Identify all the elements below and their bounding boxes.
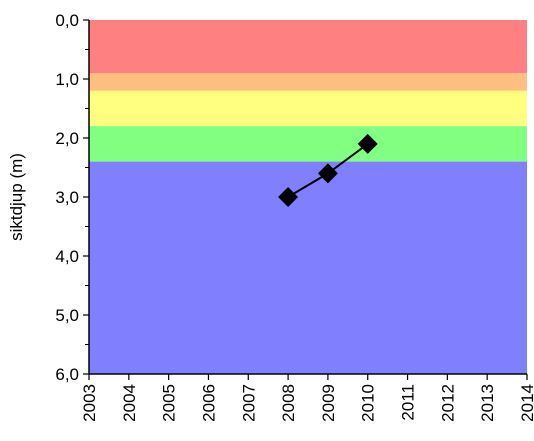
y-tick-label-0: 0,0: [55, 11, 79, 30]
quality-bands: [89, 20, 527, 374]
band-4: [89, 161, 527, 374]
y-tick-label-2: 2,0: [55, 129, 79, 148]
y-axis-title: siktdjup (m): [7, 153, 26, 241]
data-point-2008: [278, 187, 299, 207]
x-ticks: 2003 2004 2005 2006 2007 2008 2009 2010 2011 2012…: [80, 374, 534, 422]
x-tick-label-6: 2009: [319, 384, 338, 422]
band-0: [89, 20, 527, 74]
y-tick-label-6: 6,0: [55, 365, 79, 384]
x-tick-label-1: 2004: [120, 384, 139, 422]
band-2: [89, 90, 527, 127]
x-tick-label-8: 2011: [399, 384, 418, 421]
x-tick-label-4: 2007: [239, 384, 258, 422]
x-tick-label-9: 2012: [438, 384, 457, 422]
x-tick-label-7: 2010: [359, 384, 378, 422]
x-tick-label-5: 2008: [279, 384, 298, 422]
y-tick-label-4: 4,0: [55, 247, 79, 266]
x-tick-label-2: 2005: [160, 384, 179, 422]
band-1: [89, 73, 527, 91]
x-tick-label-11: 2014: [518, 384, 534, 422]
x-tick-label-0: 2003: [80, 384, 99, 422]
y-tick-label-5: 5,0: [55, 306, 79, 325]
y-ticks: 0,0 1,0 2,0 3,0 4,0 5,0 6,0: [55, 11, 89, 384]
data-point-2010: [357, 133, 378, 154]
band-3: [89, 126, 527, 162]
y-tick-label-1: 1,0: [55, 70, 79, 89]
x-tick-label-10: 2013: [478, 384, 497, 422]
y-tick-label-3: 3,0: [55, 188, 79, 207]
data-point-2009: [317, 163, 338, 184]
x-tick-label-3: 2006: [199, 384, 218, 422]
data-series: [278, 133, 378, 207]
